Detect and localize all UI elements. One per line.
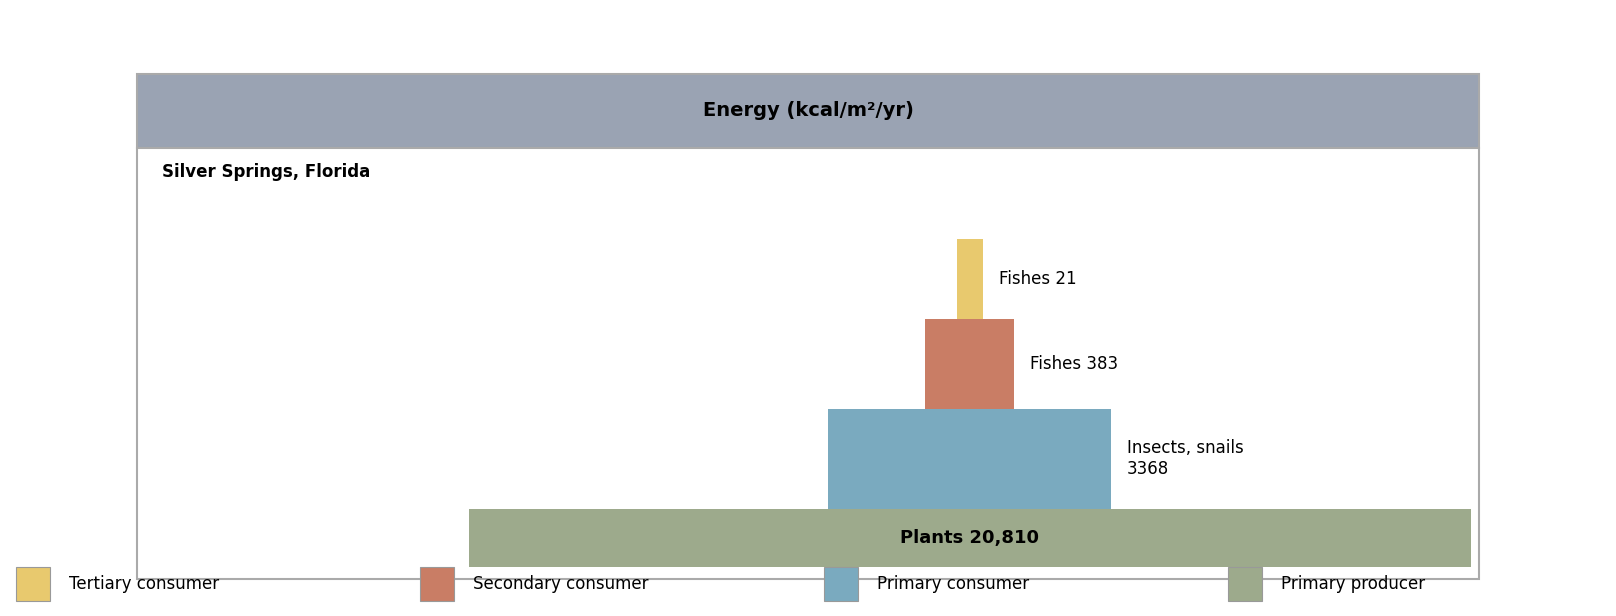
Text: Primary producer: Primary producer	[1281, 575, 1425, 593]
Bar	[1228, 567, 1262, 601]
Text: Primary consumer: Primary consumer	[877, 575, 1029, 593]
Text: Fishes 383: Fishes 383	[1029, 355, 1118, 373]
Text: Tertiary consumer: Tertiary consumer	[69, 575, 220, 593]
Bar	[827, 409, 1112, 509]
Bar	[420, 567, 454, 601]
Bar	[137, 148, 1479, 579]
Bar	[137, 74, 1479, 148]
Text: Secondary consumer: Secondary consumer	[473, 575, 650, 593]
Text: Plants 20,810: Plants 20,810	[900, 529, 1039, 547]
Text: Energy (kcal/m²/yr): Energy (kcal/m²/yr)	[703, 102, 913, 120]
Text: Insects, snails
3368: Insects, snails 3368	[1128, 439, 1244, 478]
Bar	[824, 567, 858, 601]
Bar	[16, 567, 50, 601]
Text: Fishes 21: Fishes 21	[999, 270, 1076, 288]
Text: Silver Springs, Florida: Silver Springs, Florida	[162, 163, 370, 182]
Bar	[469, 509, 1471, 567]
Bar	[924, 318, 1015, 409]
Bar	[957, 239, 983, 318]
